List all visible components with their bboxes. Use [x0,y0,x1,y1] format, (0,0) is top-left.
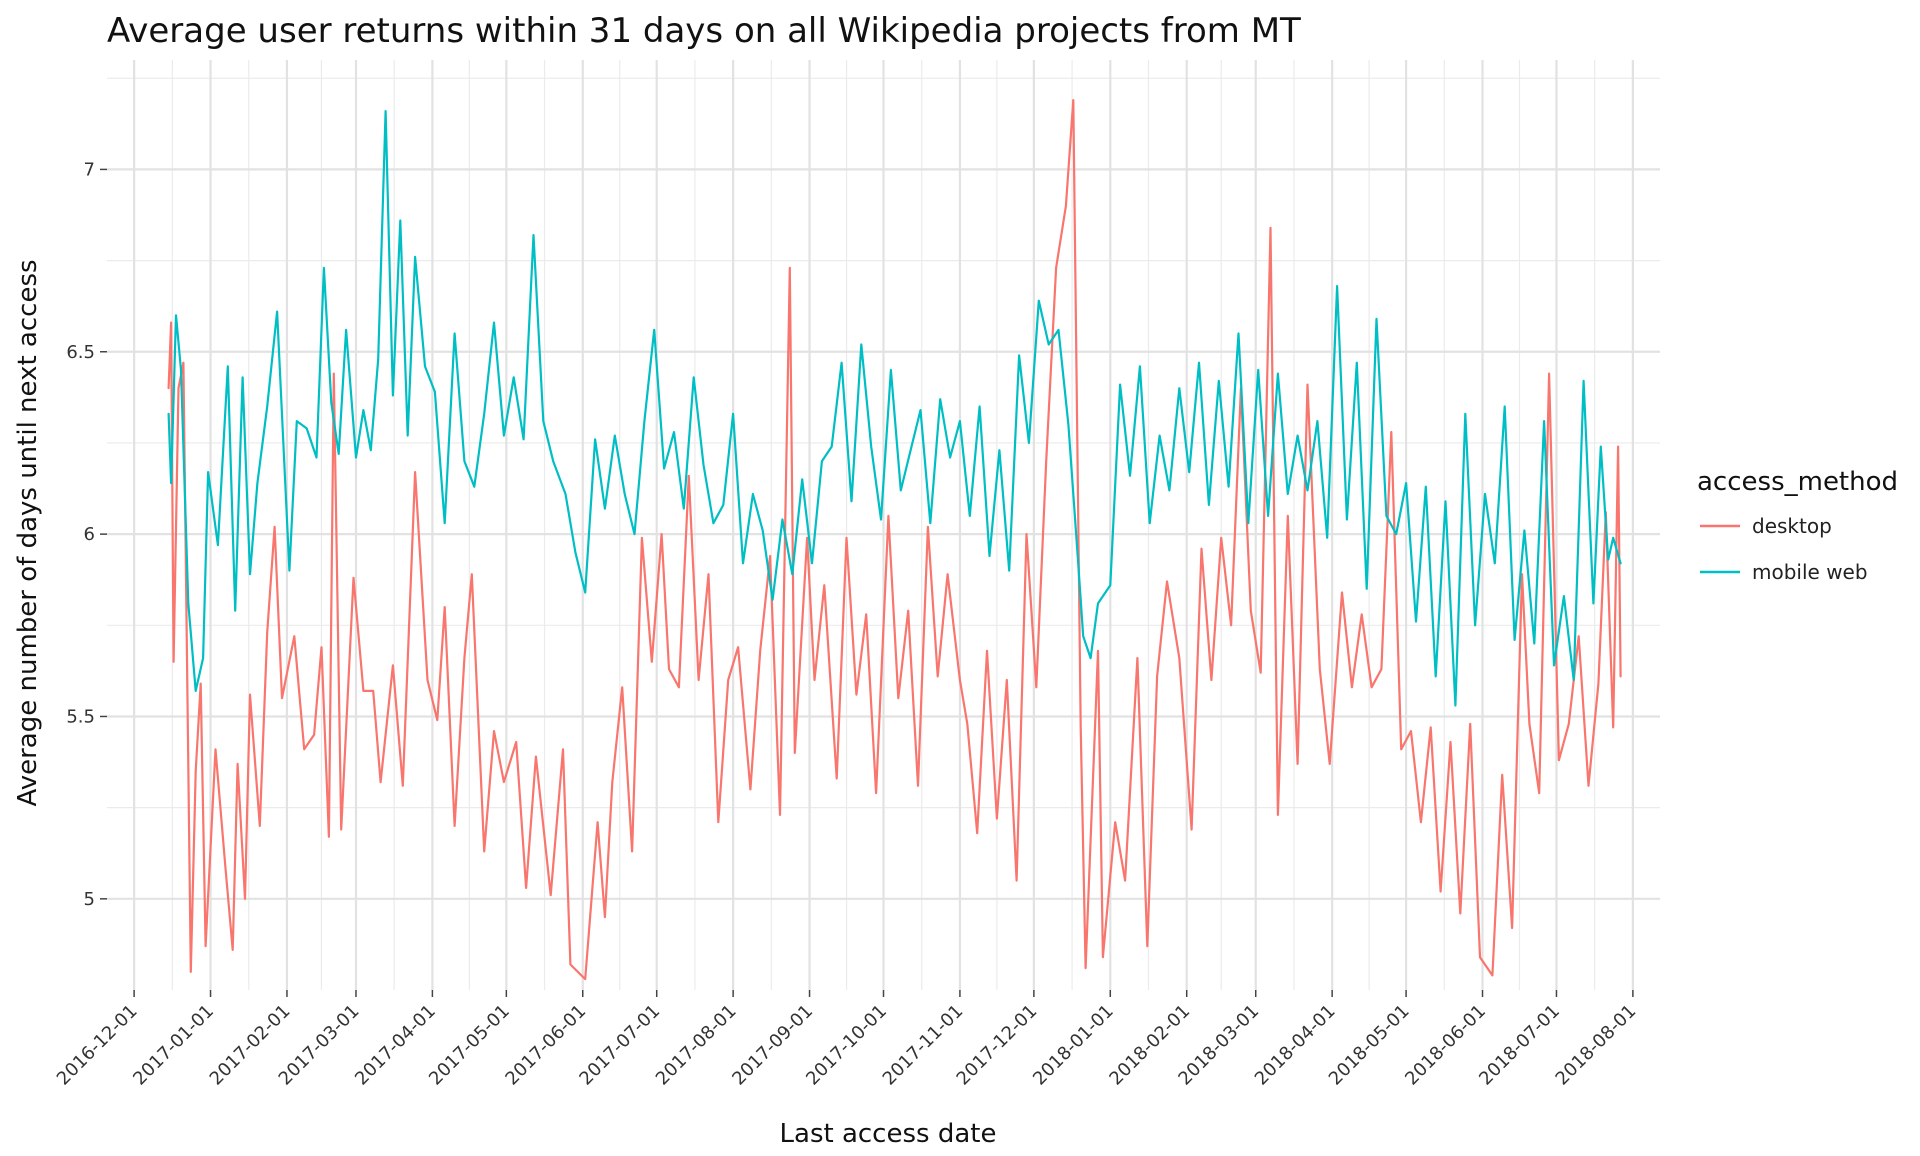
x-axis-title: Last access date [780,1119,997,1149]
legend-title: access_method [1697,467,1898,497]
y-axis-title: Average number of days until next access [13,259,43,806]
series-layer [167,99,1622,981]
legend-items: desktop mobile web [1700,514,1868,584]
y-tick-label: 7 [84,159,95,180]
series-line-mobile-web [167,110,1622,707]
y-tick-label: 5.5 [66,706,95,727]
legend: access_method desktop mobile web [1697,467,1898,584]
y-tick-label: 6 [84,524,95,545]
chart-title: Average user returns within 31 days on a… [107,11,1301,51]
series-line-desktop [167,99,1622,981]
legend-label-mobile-web: mobile web [1752,560,1868,584]
y-tick-label: 6.5 [66,342,95,363]
legend-label-desktop: desktop [1752,514,1832,538]
y-tick-label: 5 [84,889,95,910]
